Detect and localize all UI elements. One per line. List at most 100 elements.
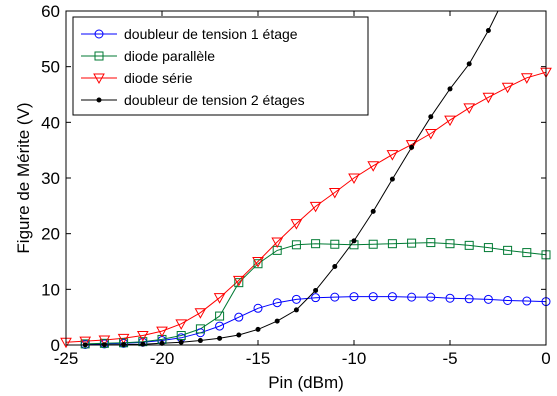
series-4-point [409, 144, 415, 150]
series-3-point [136, 331, 149, 342]
legend-box [72, 16, 369, 116]
series-3-point [348, 173, 360, 185]
series-1-point [253, 303, 263, 313]
series-3-point [405, 140, 418, 151]
marker-layer [60, 27, 552, 349]
series-2-point [253, 259, 263, 269]
series-2-point [503, 245, 513, 255]
series-1-point [368, 292, 378, 302]
series-2-point [176, 331, 186, 341]
series-3-point [194, 308, 207, 319]
series-3-point [98, 335, 111, 347]
series-2-point [99, 338, 109, 348]
y-tick-label: 30 [41, 169, 60, 188]
series-2-point [426, 238, 436, 248]
legend-marker-3 [93, 73, 105, 85]
x-tick-label: -20 [150, 349, 175, 368]
series-line-2 [85, 242, 546, 345]
series-3-point [424, 128, 437, 140]
series-4-point [313, 287, 319, 293]
series-1-point [311, 293, 321, 303]
series-3-point [463, 103, 476, 114]
tick-layer: -25 -20 -15 -10 -5 0 0 10 20 30 40 50 60 [41, 2, 551, 368]
legend-label-1: doubleur de tension 1 étage [124, 26, 298, 42]
y-tick-label: 20 [41, 225, 60, 244]
series-2-point [311, 239, 321, 249]
series-1-point [522, 296, 532, 306]
series-3-point [232, 275, 245, 287]
series-3-point [328, 187, 341, 199]
series-1-point [483, 294, 493, 304]
series-3-point [444, 115, 456, 127]
legend-marker-1 [94, 29, 104, 39]
series-4-point [140, 341, 146, 347]
legend: doubleur de tension 1 étage diode parallè… [72, 16, 369, 116]
series-2-point [407, 238, 417, 248]
series-3-point [117, 333, 130, 345]
series-3-point [386, 150, 399, 161]
series-4-point [428, 114, 434, 120]
y-tick-label: 40 [41, 113, 60, 132]
series-4-point [255, 326, 261, 332]
series-2-point [368, 239, 378, 249]
series-4-point [236, 332, 242, 338]
series-3-point [252, 257, 264, 268]
series-1-point [291, 294, 301, 304]
legend-label-4: doubleur de tension 2 étages [124, 92, 305, 108]
series-3-point [175, 319, 188, 330]
y-axis-label: Figure de Mérite (V) [14, 102, 33, 253]
series-2-point [195, 324, 205, 334]
series-1-point [407, 292, 417, 302]
series-4-point [447, 86, 453, 92]
x-axis-label: Pin (dBm) [268, 373, 344, 392]
legend-label-2: diode parallèle [124, 48, 215, 64]
x-tick-label: -10 [342, 349, 367, 368]
series-1-point [349, 292, 359, 302]
series-3-point [156, 326, 168, 338]
x-tick-label: -15 [246, 349, 271, 368]
y-tick-label: 50 [41, 58, 60, 77]
series-4-point [485, 27, 491, 33]
series-1-point [426, 292, 436, 302]
x-tick-label: -25 [54, 349, 79, 368]
series-1-point [330, 292, 340, 302]
series-2-point [522, 248, 532, 258]
series-1-point [445, 293, 455, 303]
series-3-point [501, 82, 514, 94]
series-3-point [520, 73, 533, 84]
series-4-point [389, 176, 395, 182]
legend-label-3: diode série [124, 70, 193, 86]
x-tick-label: -5 [442, 349, 457, 368]
series-3-point [482, 92, 495, 104]
series-2-point [483, 243, 493, 253]
y-tick-label: 10 [41, 280, 60, 299]
series-3-point [290, 219, 303, 230]
series-2-point [80, 339, 90, 349]
series-2-point [215, 311, 225, 321]
series-4-point [351, 238, 357, 244]
series-4-point [274, 318, 280, 324]
series-3-point [213, 293, 226, 304]
series-2-point [291, 240, 301, 250]
series-4-point [217, 335, 223, 341]
series-1-point [272, 298, 282, 308]
series-1-point [503, 295, 513, 305]
series-4-point [332, 264, 338, 270]
x-tick-label: 0 [541, 349, 550, 368]
series-2-point [234, 278, 244, 288]
series-4-point [197, 338, 203, 344]
series-3-point [367, 161, 380, 172]
series-2-point [330, 239, 340, 249]
legend-marker-2 [94, 51, 104, 61]
series-3-point [309, 201, 322, 213]
series-2-point [445, 239, 455, 249]
series-line-1 [85, 296, 546, 345]
series-4-point [370, 208, 376, 214]
series-1-point [215, 321, 225, 331]
series-4-point [178, 339, 184, 345]
series-2-point [387, 239, 397, 249]
legend-marker-4 [96, 97, 102, 103]
series-4-point [466, 61, 472, 67]
series-3-point [271, 237, 284, 249]
